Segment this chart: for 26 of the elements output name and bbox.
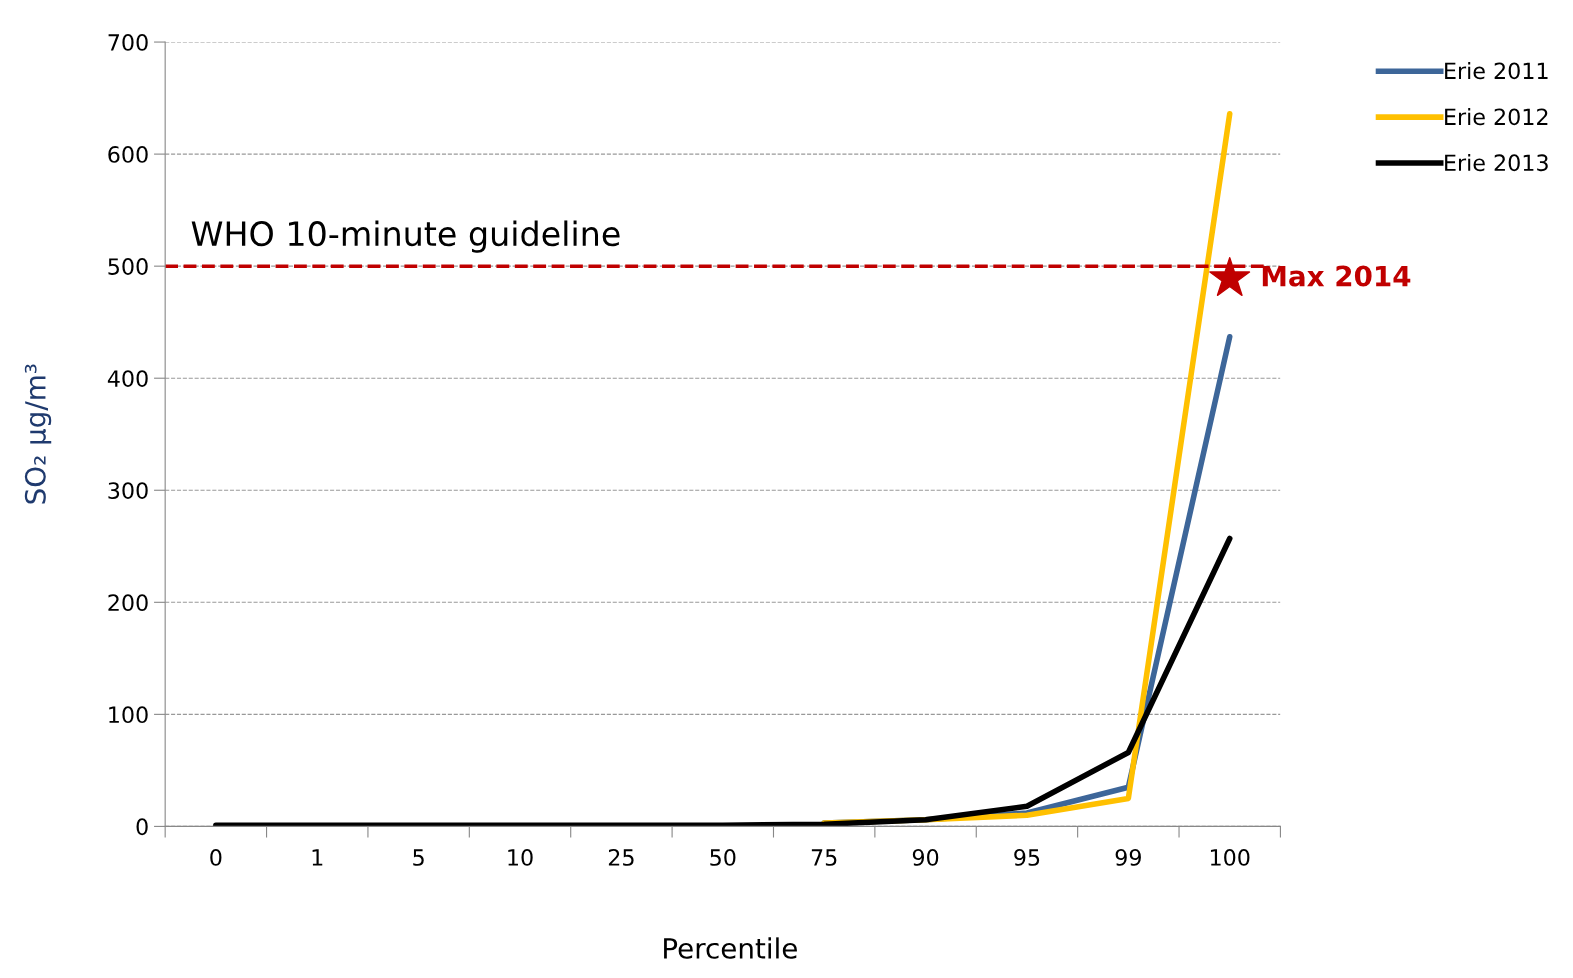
x-tick-label: 50 [710, 849, 736, 866]
x-tick-label: 0 [210, 849, 222, 866]
x-tick-label: 99 [1115, 849, 1141, 866]
x-tick-label: 100 [1210, 849, 1250, 866]
x-tick-label: 75 [811, 849, 837, 866]
y-axis-title: SO₂ µg/m³ [24, 364, 52, 504]
x-tick-label: 25 [608, 849, 634, 866]
y-tick-label: 0 [136, 818, 148, 836]
x-tick-label: 90 [912, 849, 939, 866]
x-tick-label: 1 [312, 849, 323, 866]
y-tick-label: 200 [108, 594, 148, 612]
ref-line-label: WHO 10-minute guideline [191, 220, 620, 253]
y-tick-label: 300 [108, 482, 148, 500]
y-tick-label: 400 [107, 370, 148, 387]
legend-label: Erie 2012 [1445, 108, 1548, 126]
x-tick-label: 10 [508, 849, 533, 866]
y-tick-label: 100 [109, 706, 148, 724]
legend-label: Erie 2011 [1445, 62, 1548, 80]
x-tick-label: 5 [413, 849, 424, 866]
x-tick-label: 95 [1014, 849, 1040, 866]
y-tick-label: 500 [108, 258, 148, 275]
x-axis-title: Percentile [664, 937, 797, 959]
y-tick-label: 600 [108, 146, 148, 163]
y-tick-label: 700 [108, 34, 148, 51]
series-label: Max 2014 [1262, 265, 1411, 287]
legend-label: Erie 2013 [1445, 153, 1548, 172]
